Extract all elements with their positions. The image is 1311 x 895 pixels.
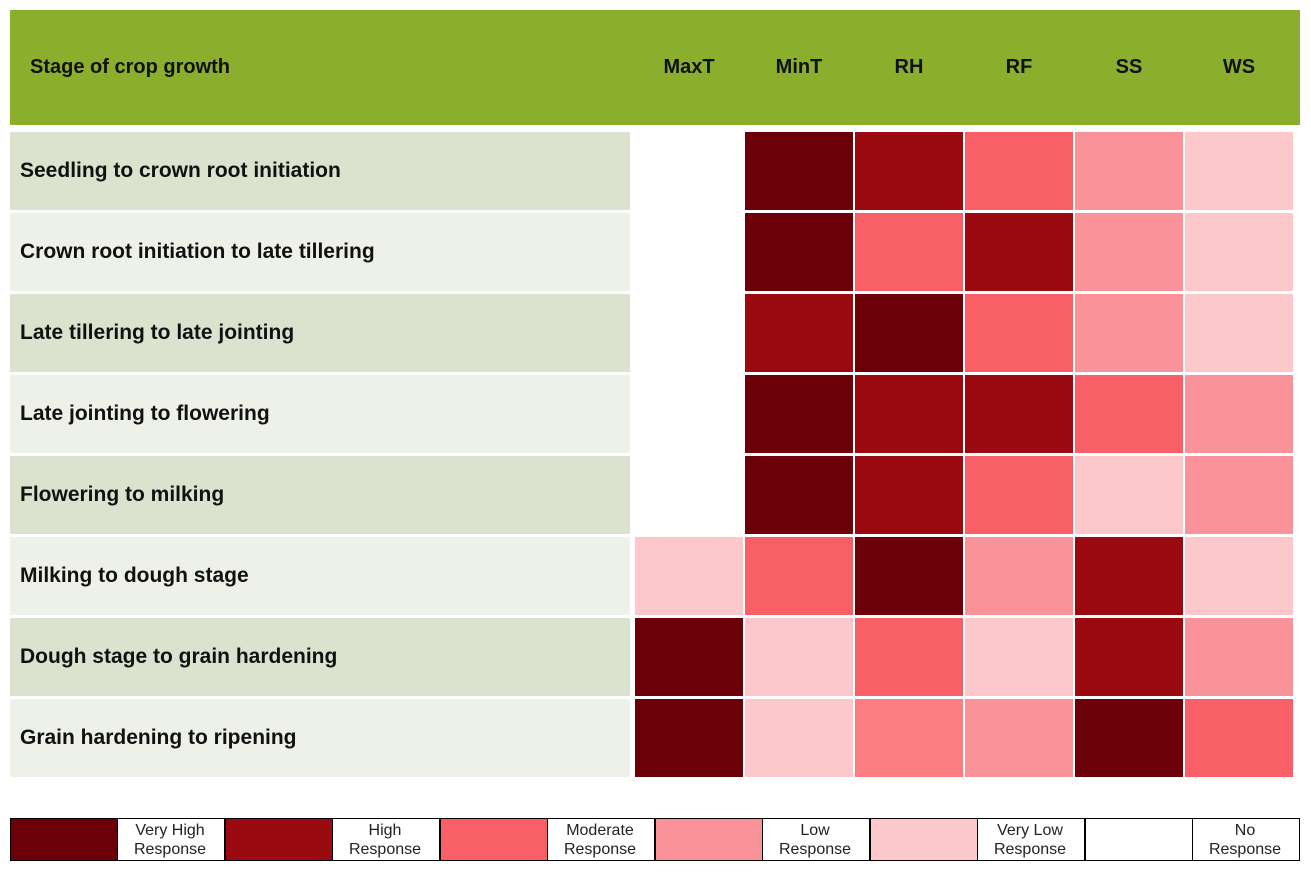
cell bbox=[745, 456, 853, 534]
cell bbox=[635, 618, 743, 696]
cell bbox=[965, 294, 1073, 372]
row-label: Late tillering to late jointing bbox=[10, 294, 630, 372]
row-label: Flowering to milking bbox=[10, 456, 630, 534]
cell bbox=[635, 699, 743, 777]
cell bbox=[855, 456, 963, 534]
legend-swatch bbox=[225, 818, 333, 861]
header-cell: SS bbox=[1115, 56, 1143, 78]
cell bbox=[1075, 618, 1183, 696]
legend-text: Response bbox=[1208, 840, 1282, 858]
header-cell: Stage of crop growth bbox=[30, 56, 230, 78]
cell bbox=[1075, 375, 1183, 453]
cell bbox=[635, 213, 743, 291]
row-label: Crown root initiation to late tillering bbox=[10, 213, 630, 291]
cell bbox=[855, 537, 963, 615]
legend-label: Moderate Response bbox=[547, 818, 655, 861]
cell bbox=[965, 699, 1073, 777]
cell bbox=[1075, 213, 1183, 291]
cell bbox=[855, 132, 963, 210]
row-label: Grain hardening to ripening bbox=[10, 699, 630, 777]
cell bbox=[1075, 294, 1183, 372]
legend-label: Very Low Response bbox=[977, 818, 1085, 861]
cell bbox=[745, 618, 853, 696]
cell bbox=[1185, 375, 1293, 453]
cell bbox=[1075, 132, 1183, 210]
cell bbox=[965, 618, 1073, 696]
cell bbox=[745, 294, 853, 372]
cell bbox=[745, 699, 853, 777]
cell bbox=[745, 537, 853, 615]
cell bbox=[745, 213, 853, 291]
legend-swatch bbox=[1085, 818, 1193, 861]
cell bbox=[1185, 213, 1293, 291]
cell bbox=[965, 456, 1073, 534]
header-cell: RH bbox=[894, 56, 924, 78]
cell bbox=[965, 375, 1073, 453]
legend-text: Very High bbox=[135, 821, 205, 839]
row-label: Dough stage to grain hardening bbox=[10, 618, 630, 696]
cell bbox=[745, 132, 853, 210]
cell bbox=[965, 537, 1073, 615]
header-cell: RF bbox=[1005, 56, 1033, 78]
legend-text: Moderate bbox=[566, 821, 634, 839]
cell bbox=[635, 375, 743, 453]
cell bbox=[635, 456, 743, 534]
header-cell: MinT bbox=[775, 56, 823, 78]
cell bbox=[855, 699, 963, 777]
legend-text: Low bbox=[800, 821, 830, 839]
legend-text: High bbox=[368, 821, 402, 839]
cell bbox=[855, 294, 963, 372]
cell bbox=[855, 618, 963, 696]
cell bbox=[745, 375, 853, 453]
legend-text: Response bbox=[778, 840, 852, 858]
legend-swatch bbox=[10, 818, 118, 861]
legend-label: Low Response bbox=[762, 818, 870, 861]
row-label: Late jointing to flowering bbox=[10, 375, 630, 453]
cell bbox=[1185, 456, 1293, 534]
cell bbox=[635, 537, 743, 615]
cell bbox=[1075, 537, 1183, 615]
legend-text: No bbox=[1234, 821, 1256, 839]
header-cell: MaxT bbox=[663, 56, 715, 78]
legend-text: Response bbox=[348, 840, 422, 858]
cell bbox=[635, 132, 743, 210]
legend-text: Response bbox=[993, 840, 1067, 858]
legend-label: Very High Response bbox=[117, 818, 225, 861]
cell bbox=[1185, 537, 1293, 615]
header-row bbox=[10, 10, 1300, 125]
legend-swatch bbox=[655, 818, 763, 861]
cell bbox=[1185, 132, 1293, 210]
cell bbox=[965, 213, 1073, 291]
cell bbox=[1075, 456, 1183, 534]
cell bbox=[855, 375, 963, 453]
legend-text: Very Low bbox=[997, 821, 1063, 839]
cell bbox=[965, 132, 1073, 210]
cell bbox=[635, 294, 743, 372]
cell bbox=[1185, 699, 1293, 777]
legend-swatch bbox=[870, 818, 978, 861]
cell bbox=[1185, 294, 1293, 372]
legend-text: Response bbox=[563, 840, 637, 858]
row-label: Milking to dough stage bbox=[10, 537, 630, 615]
header-cell: WS bbox=[1222, 56, 1256, 78]
cell bbox=[855, 213, 963, 291]
legend-text: Response bbox=[133, 840, 207, 858]
cell bbox=[1075, 699, 1183, 777]
legend-label: High Response bbox=[332, 818, 440, 861]
legend-label: No Response bbox=[1192, 818, 1300, 861]
legend-swatch bbox=[440, 818, 548, 861]
row-label: Seedling to crown root initiation bbox=[10, 132, 630, 210]
cell bbox=[1185, 618, 1293, 696]
